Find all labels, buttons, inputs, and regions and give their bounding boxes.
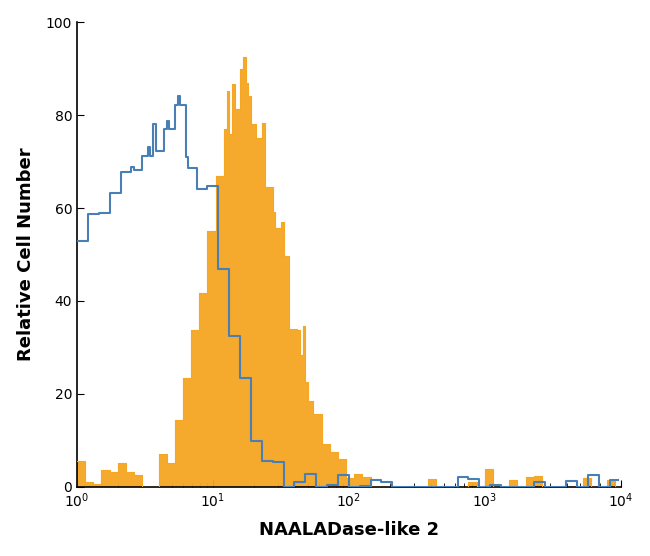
Y-axis label: Relative Cell Number: Relative Cell Number xyxy=(17,148,34,361)
X-axis label: NAALADase-like 2: NAALADase-like 2 xyxy=(259,522,439,539)
